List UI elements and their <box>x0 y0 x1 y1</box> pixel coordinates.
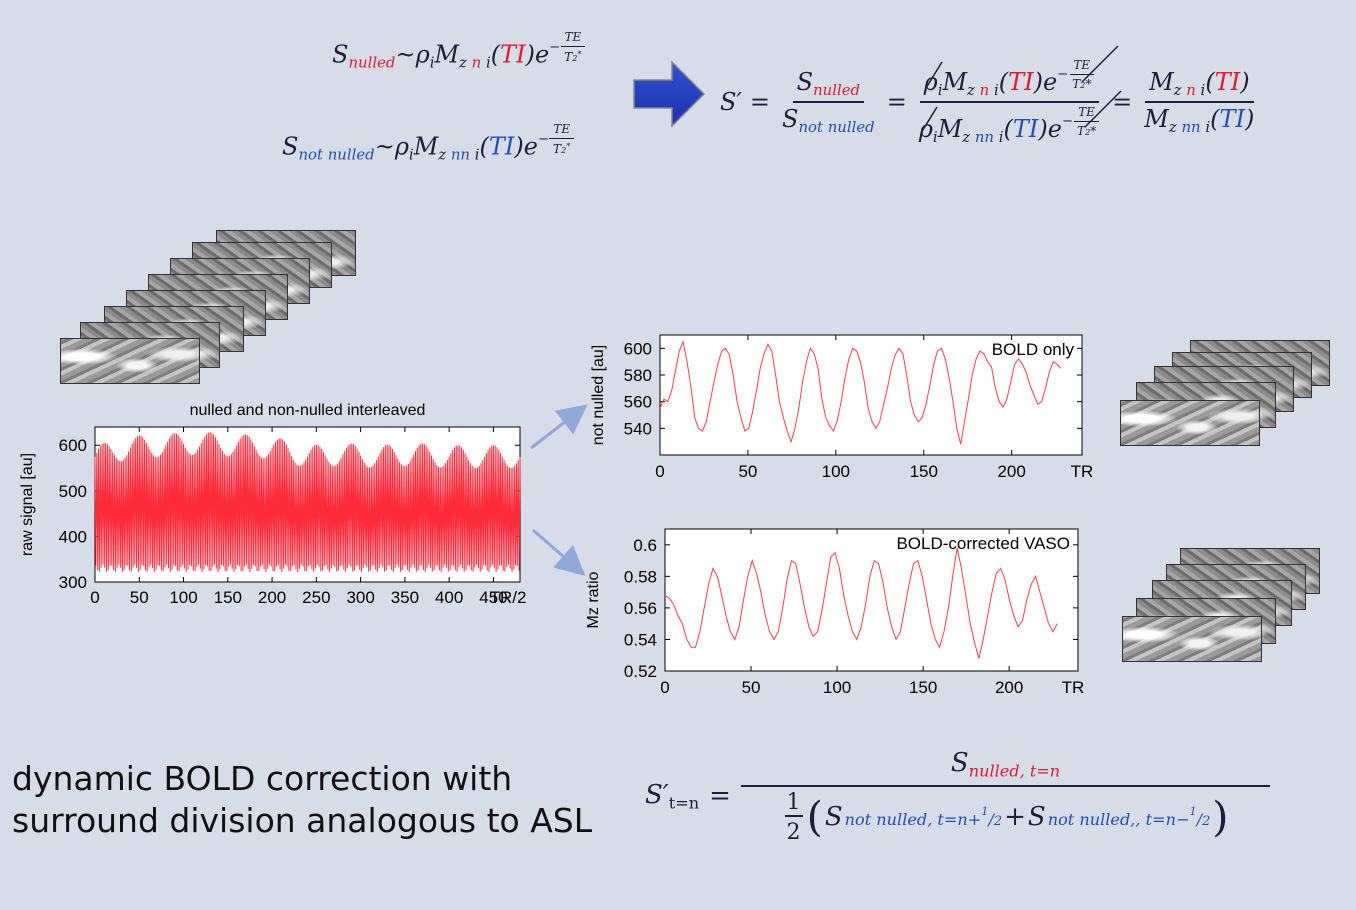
x-tick-label: 100 <box>823 678 851 697</box>
arrow-up-icon <box>530 404 588 450</box>
arrow-down-icon <box>532 528 586 576</box>
caption-line-2: surround division analogous to ASL <box>12 801 593 840</box>
x-tick-label: 250 <box>302 588 330 607</box>
x-tick-label: 200 <box>997 462 1025 481</box>
image-stack-left <box>60 228 360 388</box>
right-arrow-icon <box>633 60 706 128</box>
y-axis-label: raw signal [au] <box>19 453 36 556</box>
x-tick-label: 50 <box>738 462 757 481</box>
y-tick-label: 540 <box>624 419 652 438</box>
x-tick-label: 100 <box>169 588 197 607</box>
y-tick-label: 400 <box>59 527 87 546</box>
x-tick-label: 150 <box>214 588 242 607</box>
equation-s-nulled: Snulled~ρiMz n i(TI)e− TE T2* <box>332 30 586 72</box>
chart-title: BOLD only <box>992 340 1075 359</box>
chart-vaso: 0 50 100 150 200 TR 0.52 0.54 0.56 0.58 0.6 Mz rati… <box>585 528 1085 697</box>
x-tick-label: 0 <box>660 678 669 697</box>
y-tick-label: 300 <box>59 573 87 592</box>
y-tick-label: 0.58 <box>624 567 657 586</box>
x-tick-label: 0 <box>655 462 664 481</box>
x-tick-label: 200 <box>258 588 286 607</box>
y-axis-label: Mz ratio <box>585 571 602 628</box>
chart-bold-only: 0 50 100 150 200 TR 540 560 580 600 not nulled [au… <box>590 334 1094 481</box>
connector-arrows <box>530 404 588 576</box>
x-tick-label: TR <box>1071 462 1094 481</box>
image-stack-vaso <box>1120 548 1334 666</box>
x-tick-label: 150 <box>910 462 938 481</box>
caption: dynamic BOLD correction with surround di… <box>12 758 592 842</box>
plot-area <box>659 334 1083 456</box>
y-tick-label: 580 <box>624 366 652 385</box>
x-tick-label: 350 <box>391 588 419 607</box>
chart-title: nulled and non-nulled interleaved <box>190 402 426 419</box>
series-line <box>659 339 1062 445</box>
chart-title: BOLD-corrected VASO <box>896 534 1070 553</box>
mri-slice <box>1120 400 1260 446</box>
y-axis-label: not nulled [au] <box>590 345 607 446</box>
x-tick-label: TR <box>1062 678 1085 697</box>
mri-slice <box>1122 616 1262 662</box>
y-tick-label: 500 <box>59 482 87 501</box>
x-tick-label: 400 <box>435 588 463 607</box>
equation-s-not-nulled: Snot nulled~ρiMz nn i(TI)e− TE T2* <box>282 122 574 164</box>
equation-ratio: S′ = Snulled Snot nulled = ρiMz n i(TI)e… <box>720 45 1258 146</box>
y-tick-label: 0.52 <box>624 662 657 681</box>
x-tick-label: TR/2 <box>490 588 527 607</box>
series-line <box>664 547 1058 659</box>
x-tick-label: 50 <box>130 588 149 607</box>
y-tick-label: 0.6 <box>633 536 657 555</box>
x-tick-label: 300 <box>346 588 374 607</box>
image-stack-bold <box>1118 338 1332 448</box>
x-tick-label: 450 <box>479 588 507 607</box>
y-tick-label: 560 <box>624 393 652 412</box>
x-tick-label: 200 <box>995 678 1023 697</box>
x-tick-label: 100 <box>822 462 850 481</box>
caption-line-1: dynamic BOLD correction with <box>12 759 513 798</box>
y-tick-label: 0.56 <box>624 599 657 618</box>
y-tick-label: 600 <box>59 436 87 455</box>
x-tick-label: 50 <box>742 678 761 697</box>
x-tick-label: 0 <box>90 588 99 607</box>
x-tick-label: 150 <box>909 678 937 697</box>
y-tick-label: 600 <box>624 339 652 358</box>
mri-slice <box>60 338 200 384</box>
y-tick-label: 0.54 <box>624 630 657 649</box>
series-line <box>94 432 521 573</box>
